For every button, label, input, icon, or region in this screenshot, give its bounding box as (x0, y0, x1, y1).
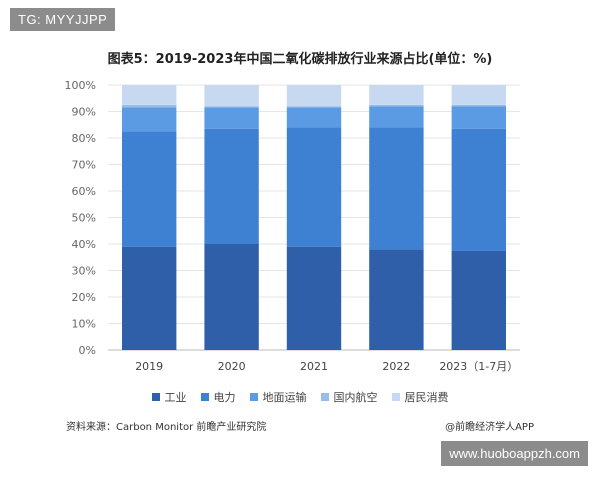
x-tick-labels: 2019 2020 2021 2022 2023（1-7月） (135, 360, 518, 373)
bar-segment (204, 107, 259, 129)
bar-segment (286, 127, 342, 247)
bar-segment (204, 106, 259, 108)
bar-segment (204, 85, 259, 107)
bar-segment (451, 128, 506, 251)
footer: 资料来源：Carbon Monitor 前瞻产业研究院 @前瞻经济学人APP (66, 418, 534, 433)
bar-segment (122, 104, 177, 108)
website-tag: www.huoboappzh.com (441, 441, 588, 466)
bar-segment (286, 246, 342, 350)
bar-segment (451, 104, 506, 107)
bar-segment (451, 106, 506, 129)
bar-segment (204, 244, 259, 350)
legend-item: 居民消费 (391, 389, 449, 405)
bars (122, 85, 506, 350)
bar-segment (122, 246, 177, 350)
bar-segment (369, 85, 424, 105)
y-tick-label: 60% (72, 185, 96, 198)
legend: 工业 电力 地面运输 国内航空 居民消费 (0, 389, 600, 405)
x-tick-label: 2023（1-7月） (439, 360, 518, 373)
chart-title: 图表5：2019-2023年中国二氧化碳排放行业来源占比(单位：%) (107, 52, 493, 67)
legend-label: 居民消费 (404, 391, 449, 404)
legend-label: 工业 (164, 391, 187, 404)
y-tick-label: 20% (72, 291, 96, 304)
y-tick-label: 70% (72, 159, 96, 172)
y-tick-label: 30% (72, 265, 96, 278)
source-note: 资料来源：Carbon Monitor 前瞻产业研究院 (66, 422, 267, 433)
legend-swatch (391, 393, 400, 401)
y-tick-label: 0% (79, 344, 96, 357)
bar-segment (122, 131, 177, 247)
legend-item: 电力 (200, 389, 236, 405)
bar-segment (122, 85, 177, 105)
legend-swatch (320, 393, 329, 401)
bar-segment (451, 85, 506, 105)
bar-segment (369, 127, 424, 250)
stacked-bar-chart: 0%10%20%30%40%50%60%70%80%90%100% 2019 20… (65, 79, 520, 373)
bar-segment (286, 107, 342, 128)
legend-label: 电力 (213, 391, 236, 404)
x-tick-label: 2021 (300, 360, 328, 373)
y-tick-label: 100% (65, 79, 96, 92)
legend-swatch (249, 393, 258, 401)
bar-segment (286, 106, 342, 108)
legend-label: 地面运输 (262, 391, 307, 404)
bar-segment (369, 249, 424, 350)
x-tick-label: 2020 (218, 360, 246, 373)
legend-swatch (151, 393, 160, 401)
x-tick-label: 2019 (135, 360, 163, 373)
bar-segment (122, 107, 177, 132)
y-tick-label: 10% (72, 318, 96, 331)
x-tick-label: 2022 (382, 360, 410, 373)
y-tick-labels: 0% 10% 20% 30% 40% 50% 60% 70% 80% 90% 100% (65, 79, 96, 357)
bar-segment (451, 250, 506, 350)
y-tick-label: 40% (72, 238, 96, 251)
legend-item: 工业 (151, 389, 187, 405)
legend-item: 国内航空 (320, 389, 378, 405)
brand-note: @前瞻经济学人APP (445, 422, 534, 433)
bar-segment (286, 85, 342, 107)
bar-segment (204, 128, 259, 244)
legend-item: 地面运输 (249, 389, 307, 405)
legend-swatch (200, 393, 209, 401)
watermark-tag: TG: MYYJJPP (10, 8, 116, 31)
y-tick-label: 90% (72, 106, 96, 119)
legend-label: 国内航空 (333, 391, 378, 404)
y-tick-label: 80% (72, 132, 96, 145)
bar-segment (369, 106, 424, 128)
y-tick-label: 50% (72, 212, 96, 225)
bar-segment (369, 104, 424, 107)
